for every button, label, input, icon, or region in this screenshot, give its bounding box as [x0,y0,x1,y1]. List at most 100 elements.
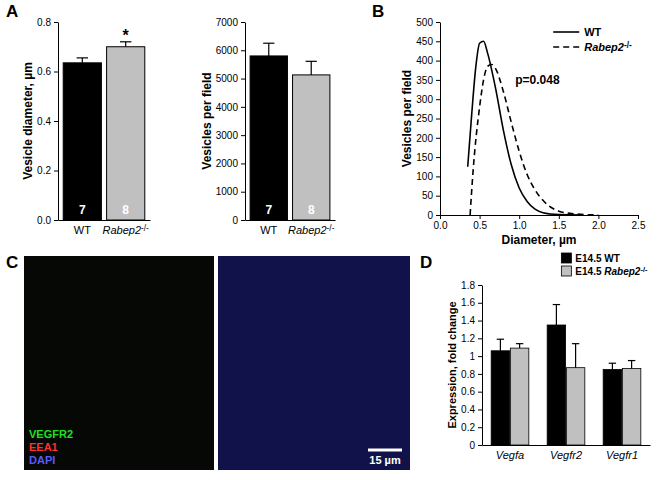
axis-line [59,220,151,221]
tick: Vegfr2 [550,449,582,461]
tick-label: 2.5 [632,220,646,231]
bar [63,63,101,220]
tick: 1.2 [461,333,482,344]
tick-mark [559,215,560,219]
x-axis: WTRabep2-/- [246,221,336,236]
image-right [218,256,410,470]
tick-label: 150 [416,152,433,163]
bar [491,351,509,445]
tick: 4000 [216,102,245,113]
tick: WT [260,224,277,236]
tick: 0 [232,215,245,226]
tick: 1000 [216,186,245,197]
tick-label: 350 [416,75,433,86]
tick-label: 0.2 [461,422,475,433]
tick-label: 0 [427,210,433,221]
label-superscript: -/- [624,41,632,50]
error-cap [553,304,560,305]
axis-line [483,445,651,446]
tick: WT [74,224,91,236]
tick-label: 500 [416,17,433,28]
tick-label: 0.8 [461,369,475,380]
tick-label: 1.6 [461,297,475,308]
tick-label: WT [74,224,91,236]
error-cap [497,339,504,340]
tick-mark [478,374,482,375]
label-part: WT [584,26,601,38]
tick-mark [241,220,245,221]
tick: 2.0 [592,215,606,231]
tick-mark [478,303,482,304]
legend-line [553,31,579,33]
tick-mark [241,192,245,193]
n-label: 8 [308,203,315,217]
tick-mark [54,72,58,73]
tick-label: 0.4 [37,116,51,127]
tick: 2000 [216,158,245,169]
error-bar [497,339,504,351]
tick-label: 0.4 [461,404,475,415]
tick-mark [598,215,599,219]
tick-mark [478,427,482,428]
axis-line [441,215,639,216]
tick-label: 0.5 [473,220,487,231]
legend-label: WT [584,26,601,38]
legend-item: WT [553,26,601,38]
tick: 100 [416,171,440,182]
tick-label: 0.0 [37,215,51,226]
bar [510,348,528,445]
bar [622,369,640,445]
line-series [470,64,598,215]
error-stem [556,305,557,325]
error-cap [572,343,579,344]
y-axis: 050100150200250300350400450500 [416,17,440,221]
tick: 5000 [216,73,245,84]
tick-mark [241,163,245,164]
tick-mark [54,22,58,23]
significance: * [123,27,130,44]
legend: WTRabep2-/- [553,26,632,53]
plot-area [468,41,599,215]
error-stem [519,344,520,348]
tick-mark [54,121,58,122]
tick-mark [436,157,440,158]
tick: 0.0 [37,215,58,226]
legend-item: E14.5 WT [561,253,619,264]
error-stem [612,363,613,369]
bar [293,75,330,220]
tick: 250 [416,113,440,124]
tick: 450 [416,36,440,47]
tick: Rabep2-/- [103,224,150,236]
legend-label: E14.5 Rabep2-/- [575,265,648,277]
tick-mark [241,135,245,136]
tick-label: 0 [232,215,238,226]
tick: 1.0 [513,215,527,231]
tick: 0 [427,210,440,221]
tick-label: 0.8 [37,17,51,28]
tick: 300 [416,94,440,105]
tick-label: 50 [422,190,434,201]
error-bar [263,43,274,56]
channel-label: DAPI [29,454,55,466]
tick-label: 1.5 [552,220,566,231]
tick: 3000 [216,130,245,141]
tick: 500 [416,17,440,28]
tick-label: 200 [416,133,433,144]
error-bar [609,363,616,369]
bar [107,47,145,220]
tick-label: 2000 [216,158,239,169]
tick-label: 450 [416,36,433,47]
tick-label: Rabep2-/- [103,224,150,236]
tick-mark [478,445,482,446]
error-bar [628,361,635,369]
tick-label: 0.2 [37,165,51,176]
channel-label: VEGFR2 [29,428,73,440]
bar [547,325,565,445]
y-axis-title: Vesicles per field [400,70,414,167]
label-part: Rabep2 [103,224,142,236]
tick-label: 4000 [216,102,239,113]
plot-area [250,43,330,220]
tick-label: 1.0 [513,220,527,231]
n-label: 8 [122,203,129,217]
tick-mark [478,356,482,357]
